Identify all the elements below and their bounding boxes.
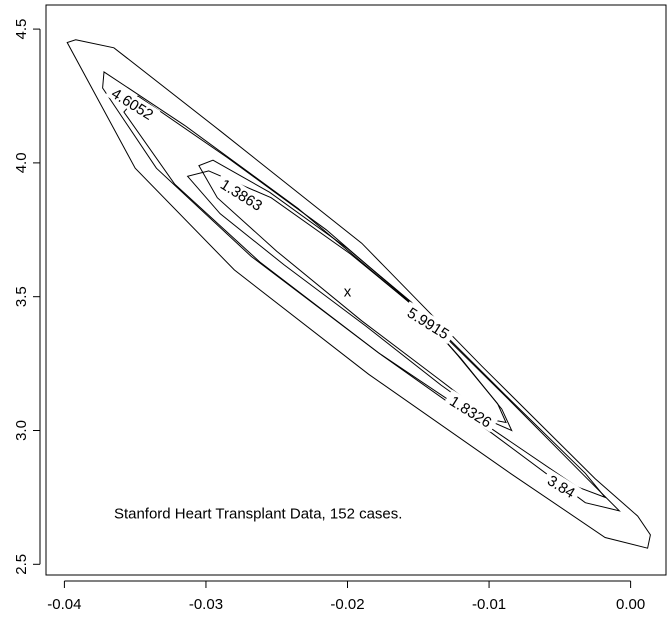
y-tick-label: 3.0 [13,420,30,441]
contour-label-backing [443,389,499,433]
contour-line [102,71,621,512]
contour-label-backing [401,301,457,344]
y-tick-label: 2.5 [13,554,30,575]
y-tick-label: 4.5 [13,19,30,40]
dataset-note: Stanford Heart Transplant Data, 152 case… [114,505,403,522]
contour-line [123,95,607,499]
contour-label-backing [541,468,583,503]
contour-label-backing [105,81,161,125]
plot-frame [45,4,667,576]
contour-label-group: 1.8326 [443,389,499,433]
y-tick-label: 3.5 [13,286,30,307]
x-tick-label: 0.00 [616,596,645,613]
contour-label-backing [214,172,270,216]
contour-label-group: 1.3863 [214,172,270,216]
x-tick-label: -0.04 [47,596,81,613]
contour-label: 1.3863 [217,176,265,215]
contour-label: 1.8326 [446,393,494,432]
x-tick-label: -0.03 [189,596,223,613]
contour-line [66,39,651,549]
y-tick-label: 4.0 [13,152,30,173]
y-axis: 2.5 3.0 3.5 4.0 4.5 [13,19,41,575]
contour-label-group: 5.9915 [401,301,457,344]
x-axis: -0.04 -0.03 -0.02 -0.01 0.00 [47,580,645,613]
contour-label-group: 3.84 [541,468,583,503]
contour-line [186,170,513,432]
x-tick-label: -0.01 [472,596,506,613]
x-tick-label: -0.02 [330,596,364,613]
center-marker: x [344,283,352,300]
